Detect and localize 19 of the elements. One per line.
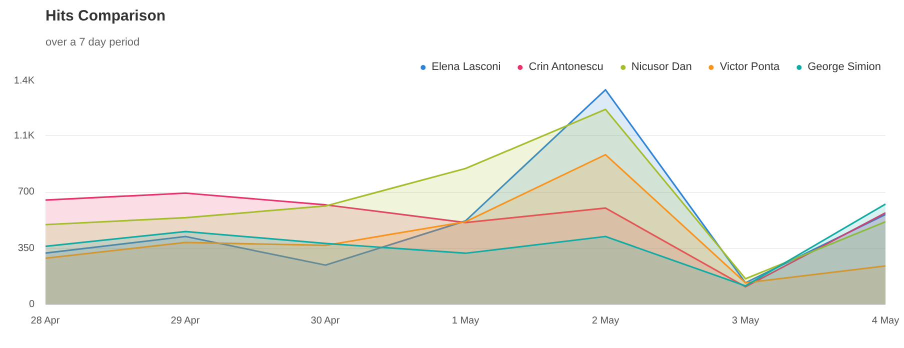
x-tick-label: 28 Apr: [30, 316, 60, 326]
legend-label: Elena Lasconi: [432, 61, 501, 73]
legend-label: George Simion: [808, 61, 881, 73]
legend-label: Crin Antonescu: [528, 61, 604, 73]
legend-label: Nicusor Dan: [631, 61, 692, 73]
x-tick-label: 30 Apr: [310, 316, 340, 326]
x-tick-label: 3 May: [732, 316, 760, 326]
chart-title: Hits Comparison: [46, 8, 166, 24]
x-tick-label: 1 May: [452, 316, 480, 326]
x-tick-label: 29 Apr: [170, 316, 200, 326]
y-tick-label: 700: [18, 186, 35, 198]
y-tick-label: 1.1K: [14, 130, 35, 142]
x-tick-label: 4 May: [872, 316, 900, 326]
chart-subtitle: over a 7 day period: [46, 36, 140, 48]
y-tick-label: 350: [18, 242, 35, 254]
y-tick-label: 0: [28, 299, 35, 310]
y-tick-label: 1.4K: [14, 76, 35, 86]
legend-label: Victor Ponta: [720, 61, 780, 73]
x-tick-label: 2 May: [592, 316, 620, 326]
